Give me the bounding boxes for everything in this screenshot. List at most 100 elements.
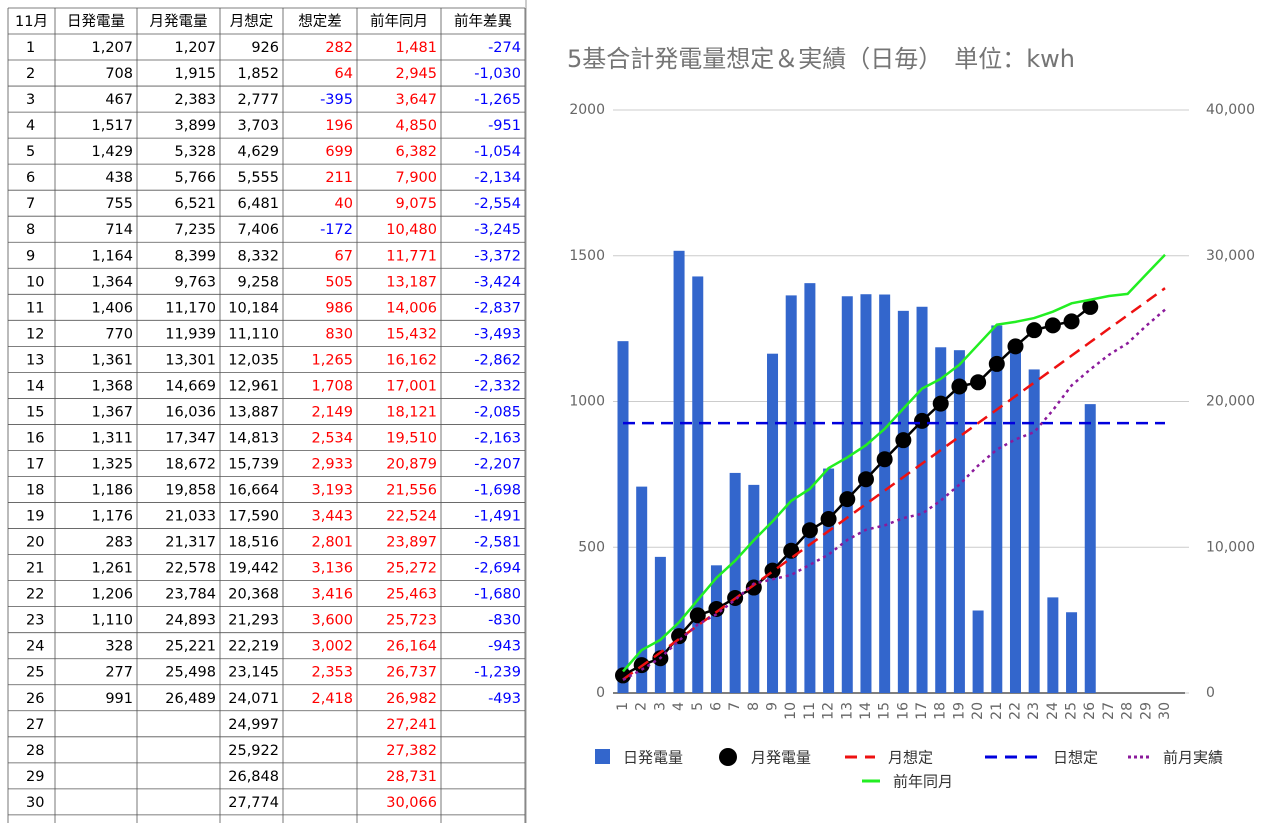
series-marker [820, 510, 837, 527]
y-tick-label: 2000 [569, 102, 605, 118]
table-cell: 5 [26, 144, 35, 160]
table-cell: -830 [488, 613, 521, 629]
table-cell: 16 [26, 430, 44, 446]
table-cell: 19,858 [165, 483, 216, 499]
table-cell: 22,219 [228, 639, 279, 655]
bar [1028, 369, 1040, 693]
table-cell: -2,581 [474, 535, 521, 551]
table-cell: -172 [320, 222, 353, 238]
table-cell: 2,418 [311, 691, 353, 707]
table-cell: 1 [26, 40, 35, 56]
x-tick-label: 29 [1138, 702, 1154, 720]
table-cell: 1,206 [91, 587, 133, 603]
x-tick-label: 19 [951, 702, 967, 720]
table-cell: 1,325 [91, 456, 133, 472]
legend-swatch [595, 749, 610, 764]
table-cell: 1,406 [91, 300, 133, 316]
table-cell: 64 [335, 66, 353, 82]
table-cell: 26,164 [386, 639, 437, 655]
bar [636, 486, 648, 693]
legend-label: 前月実績 [1163, 749, 1223, 767]
table-cell: 23 [26, 613, 44, 629]
table-cell: 3,899 [174, 118, 216, 134]
table-cell: 12,035 [228, 352, 279, 368]
table-cell: 1,207 [174, 40, 216, 56]
bar [785, 295, 797, 693]
table-cell: 20,368 [228, 587, 279, 603]
legend-swatch [719, 748, 737, 766]
table-cell: 5,555 [237, 170, 279, 186]
table-cell: 22 [26, 587, 44, 603]
table-cell: -2,837 [474, 300, 521, 316]
table-cell: -2,862 [474, 352, 521, 368]
x-tick-label: 3 [652, 702, 668, 711]
bar [860, 294, 872, 693]
table-cell: 23,784 [165, 587, 216, 603]
table-cell: 10 [26, 274, 44, 290]
table-cell: 467 [105, 92, 133, 108]
table-cell: 25,723 [386, 613, 437, 629]
table-cell: 2,777 [237, 92, 279, 108]
table-cell: 926 [251, 40, 279, 56]
series-line [622, 287, 1166, 681]
table-cell: 8,332 [237, 248, 279, 264]
table-cell: 505 [325, 274, 353, 290]
series-marker [839, 491, 856, 508]
x-tick-label: 20 [970, 702, 986, 720]
table-cell: -2,554 [474, 196, 521, 212]
table-cell: 283 [105, 535, 133, 551]
table-cell: 5,766 [174, 170, 216, 186]
table-cell: 14 [26, 378, 44, 394]
table-cell: 27 [26, 717, 44, 733]
table-cell: 211 [325, 170, 353, 186]
table-cell: 1,176 [91, 509, 133, 525]
table-cell: 2,945 [395, 66, 437, 82]
legend-label: 日想定 [1053, 749, 1098, 767]
table-cell: 25,272 [386, 561, 437, 577]
table-cell: 11,771 [386, 248, 437, 264]
table-cell: 17 [26, 456, 44, 472]
table-cell: -1,491 [474, 509, 521, 525]
table-cell: 11,939 [165, 326, 216, 342]
series-line [622, 253, 1166, 673]
table-cell: 14,006 [386, 300, 437, 316]
table-cell: 986 [325, 300, 353, 316]
bar [823, 468, 835, 693]
table-cell: 12 [26, 326, 44, 342]
series-marker [1082, 298, 1099, 315]
y2-tick-label: 10,000 [1206, 539, 1255, 555]
table-header: 日発電量 [67, 13, 125, 30]
table-cell: -3,424 [474, 274, 521, 290]
table-cell: 2,149 [311, 404, 353, 420]
table-cell: -395 [320, 92, 353, 108]
table-cell: -493 [488, 691, 521, 707]
series-marker [951, 378, 968, 395]
table-cell: 3,136 [311, 561, 353, 577]
table-cell: 3,193 [311, 483, 353, 499]
table-cell: 20 [26, 535, 44, 551]
table-cell: 755 [105, 196, 133, 212]
bar [617, 341, 629, 693]
x-tick-label: 10 [783, 702, 799, 720]
table-cell: 770 [105, 326, 133, 342]
table-cell: 17,347 [165, 430, 216, 446]
table-cell: 28,731 [386, 769, 437, 785]
table-cell: 1,164 [91, 248, 133, 264]
table-cell: 1,915 [174, 66, 216, 82]
table-cell: -3,493 [474, 326, 521, 342]
table-cell: 4,850 [395, 118, 437, 134]
table-cell: 4,629 [237, 144, 279, 160]
table-header: 月発電量 [150, 13, 208, 30]
y-tick-label: 1500 [569, 248, 605, 264]
table-cell: 2,801 [311, 535, 353, 551]
table-cell: 10,480 [386, 222, 437, 238]
x-tick-label: 17 [914, 702, 930, 720]
y-tick-label: 1000 [569, 394, 605, 410]
legend-label: 日発電量 [623, 749, 683, 767]
table-cell: 19,510 [386, 430, 437, 446]
table-cell: 27,382 [386, 743, 437, 759]
series-marker [671, 628, 688, 645]
table-cell: 13,887 [228, 404, 279, 420]
series-marker [857, 471, 874, 488]
